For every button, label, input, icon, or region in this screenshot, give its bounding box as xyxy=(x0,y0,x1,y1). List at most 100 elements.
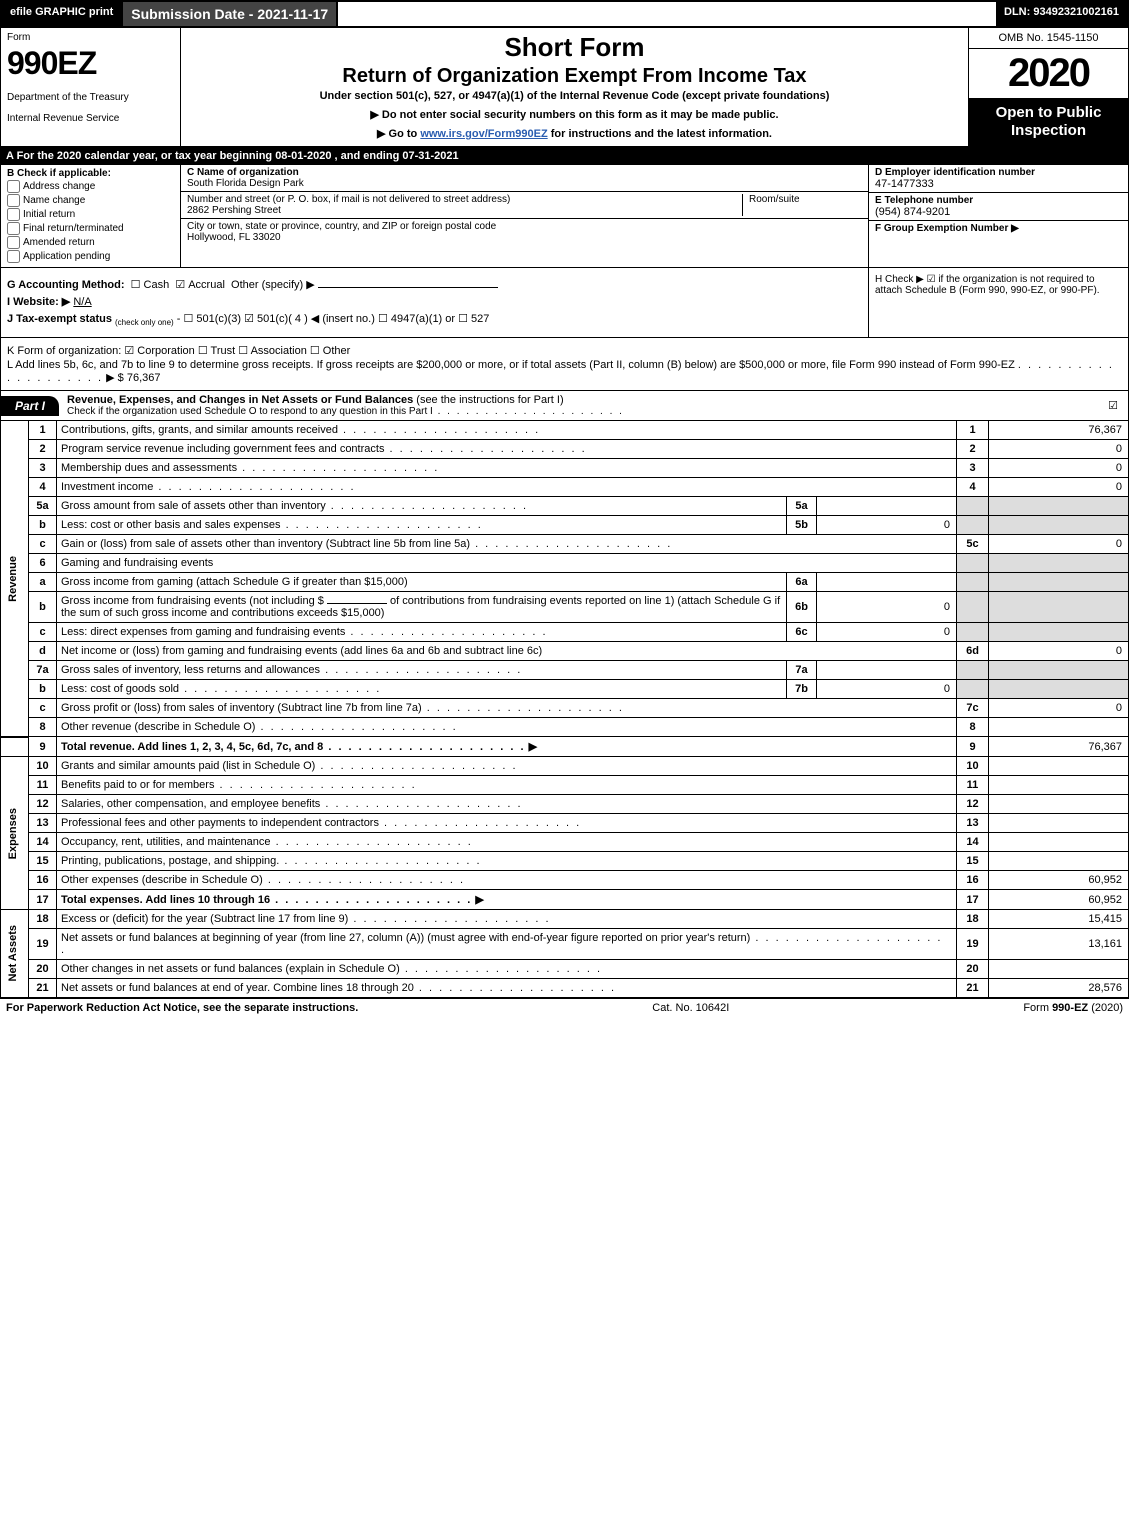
cb-address-change[interactable]: Address change xyxy=(7,180,174,193)
r5a-mv xyxy=(817,497,957,516)
r4-amt: 0 xyxy=(989,478,1129,497)
r5a-mn: 5a xyxy=(787,497,817,516)
row-9: 9 Total revenue. Add lines 1, 2, 3, 4, 5… xyxy=(1,737,1129,757)
r13-amt xyxy=(989,814,1129,833)
r5a-desc: Gross amount from sale of assets other t… xyxy=(61,500,326,512)
under-section: Under section 501(c), 527, or 4947(a)(1)… xyxy=(189,90,960,102)
r3-rn: 3 xyxy=(957,459,989,478)
r5c-num: c xyxy=(29,535,57,554)
r8-num: 8 xyxy=(29,718,57,737)
irs-link[interactable]: www.irs.gov/Form990EZ xyxy=(420,128,547,140)
calendar-year-bar: A For the 2020 calendar year, or tax yea… xyxy=(0,147,1129,165)
part1-sub: Check if the organization used Schedule … xyxy=(67,406,1090,417)
r18-desc: Excess or (deficit) for the year (Subtra… xyxy=(61,913,348,925)
r7b-rn-grey xyxy=(957,680,989,699)
r5b-mn: 5b xyxy=(787,516,817,535)
part1-check-o[interactable]: ☑ xyxy=(1098,399,1128,412)
r7c-num: c xyxy=(29,699,57,718)
r5b-desc: Less: cost or other basis and sales expe… xyxy=(61,519,281,531)
r9-amt: 76,367 xyxy=(989,737,1129,757)
row-20: 20 Other changes in net assets or fund b… xyxy=(1,960,1129,979)
tax-exempt-line: J Tax-exempt status (check only one) - ☐… xyxy=(7,312,862,327)
r16-desc: Other expenses (describe in Schedule O) xyxy=(61,874,263,886)
r6a-mv xyxy=(817,573,957,592)
top-toolbar: efile GRAPHIC print Submission Date - 20… xyxy=(0,0,1129,28)
org-city-value: Hollywood, FL 33020 xyxy=(187,232,281,243)
r15-desc: Printing, publications, postage, and shi… xyxy=(61,855,279,867)
r5a-rn-grey xyxy=(957,497,989,516)
r18-num: 18 xyxy=(29,910,57,929)
short-form-title: Short Form xyxy=(189,32,960,63)
efile-print-button[interactable]: efile GRAPHIC print xyxy=(2,2,121,26)
other-specify-field[interactable] xyxy=(318,287,498,288)
part1-tab: Part I xyxy=(1,396,59,416)
r6b-amt-grey xyxy=(989,592,1129,623)
r16-rn: 16 xyxy=(957,871,989,890)
r2-desc: Program service revenue including govern… xyxy=(61,443,384,455)
expenses-vlabel: Expenses xyxy=(1,757,29,910)
ghij-block: G Accounting Method: Cash Accrual Other … xyxy=(0,268,1129,338)
form-header: Form 990EZ Department of the Treasury In… xyxy=(0,28,1129,147)
r10-amt xyxy=(989,757,1129,776)
r6b-mv: 0 xyxy=(817,592,957,623)
r7a-num: 7a xyxy=(29,661,57,680)
open-public-inspection: Open to Public Inspection xyxy=(969,98,1128,146)
cb-accrual[interactable]: Accrual xyxy=(175,279,225,291)
row-6b: b Gross income from fundraising events (… xyxy=(1,592,1129,623)
return-title: Return of Organization Exempt From Incom… xyxy=(189,65,960,88)
cb-amended-return[interactable]: Amended return xyxy=(7,236,174,249)
r6b-rn-grey xyxy=(957,592,989,623)
lines-table: Revenue 1 Contributions, gifts, grants, … xyxy=(0,421,1129,998)
r9-desc: Add lines 1, 2, 3, 4, 5c, 6d, 7c, and 8 xyxy=(137,741,323,753)
row-6: 6 Gaming and fundraising events xyxy=(1,554,1129,573)
ssn-note: ▶ Do not enter social security numbers o… xyxy=(189,108,960,121)
r19-amt: 13,161 xyxy=(989,929,1129,960)
rev-end-cell xyxy=(1,737,29,757)
r6c-mn: 6c xyxy=(787,623,817,642)
r5b-rn-grey xyxy=(957,516,989,535)
part1-header: Part I Revenue, Expenses, and Changes in… xyxy=(0,391,1129,421)
r21-amt: 28,576 xyxy=(989,979,1129,998)
cb-initial-return[interactable]: Initial return xyxy=(7,208,174,221)
r19-rn: 19 xyxy=(957,929,989,960)
k-line: K Form of organization: ☑ Corporation ☐ … xyxy=(7,344,1122,357)
r19-desc: Net assets or fund balances at beginning… xyxy=(61,932,750,944)
r2-amt: 0 xyxy=(989,440,1129,459)
row-6d: d Net income or (loss) from gaming and f… xyxy=(1,642,1129,661)
r5b-amt-grey xyxy=(989,516,1129,535)
r6b-num: b xyxy=(29,592,57,623)
r6d-num: d xyxy=(29,642,57,661)
l-line: L Add lines 5b, 6c, and 7b to line 9 to … xyxy=(7,359,1122,384)
r2-rn: 2 xyxy=(957,440,989,459)
r7c-amt: 0 xyxy=(989,699,1129,718)
org-city-label: City or town, state or province, country… xyxy=(187,221,496,232)
r3-num: 3 xyxy=(29,459,57,478)
r9-num: 9 xyxy=(29,737,57,757)
row-5a: 5a Gross amount from sale of assets othe… xyxy=(1,497,1129,516)
cb-application-pending[interactable]: Application pending xyxy=(7,250,174,263)
dln-label: DLN: 93492321002161 xyxy=(996,2,1127,26)
r6-rn-grey xyxy=(957,554,989,573)
cb-name-change[interactable]: Name change xyxy=(7,194,174,207)
submission-date-button[interactable]: Submission Date - 2021-11-17 xyxy=(121,2,338,26)
r21-desc: Net assets or fund balances at end of ye… xyxy=(61,982,414,994)
r6c-desc: Less: direct expenses from gaming and fu… xyxy=(61,626,345,638)
r11-rn: 11 xyxy=(957,776,989,795)
r5b-mv: 0 xyxy=(817,516,957,535)
i-label: I Website: ▶ xyxy=(7,296,70,308)
form-number: 990EZ xyxy=(7,45,174,82)
row-18: Net Assets 18 Excess or (deficit) for th… xyxy=(1,910,1129,929)
r14-amt xyxy=(989,833,1129,852)
r7b-amt-grey xyxy=(989,680,1129,699)
row-2: 2 Program service revenue including gove… xyxy=(1,440,1129,459)
r15-amt xyxy=(989,852,1129,871)
l-text: L Add lines 5b, 6c, and 7b to line 9 to … xyxy=(7,359,1015,371)
r15-num: 15 xyxy=(29,852,57,871)
r14-desc: Occupancy, rent, utilities, and maintena… xyxy=(61,836,271,848)
ein-value: 47-1477333 xyxy=(875,178,934,190)
r9-rn: 9 xyxy=(957,737,989,757)
cb-cash[interactable]: Cash xyxy=(131,279,170,291)
cb-final-return[interactable]: Final return/terminated xyxy=(7,222,174,235)
r21-rn: 21 xyxy=(957,979,989,998)
r6-desc: Gaming and fundraising events xyxy=(61,557,213,569)
